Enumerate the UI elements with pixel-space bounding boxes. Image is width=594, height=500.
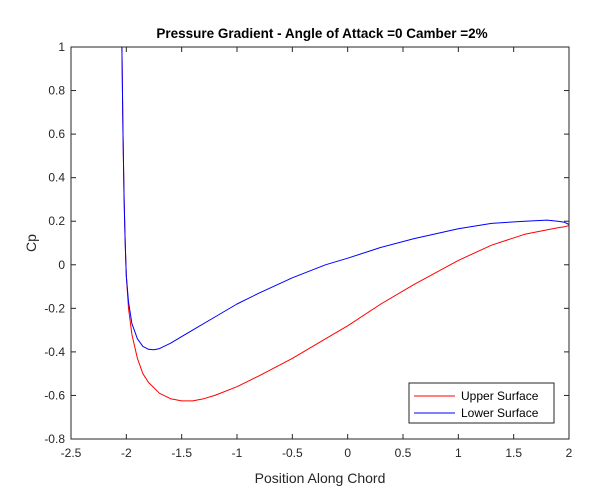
x-tick-label: 1.5: [505, 446, 522, 460]
x-tick-label: -1.5: [171, 446, 192, 460]
plot-area: [71, 47, 569, 439]
legend: Upper Surface Lower Surface: [409, 383, 554, 423]
y-tick-label: 0.6: [48, 127, 65, 141]
x-tick-label: 1: [455, 446, 462, 460]
y-axis-label: Cp: [23, 234, 39, 252]
x-tick-label: 0.5: [395, 446, 412, 460]
x-tick-label: -0.5: [282, 446, 303, 460]
x-tick-label: -1: [232, 446, 243, 460]
legend-label-upper: Upper Surface: [461, 389, 539, 403]
x-axis-label: Position Along Chord: [255, 470, 386, 486]
y-tick-label: 0.2: [48, 214, 65, 228]
y-tick-label: -0.4: [44, 345, 65, 359]
y-tick-label: 1: [58, 40, 65, 54]
y-tick-label: -0.2: [44, 301, 65, 315]
chart-title: Pressure Gradient - Angle of Attack =0 C…: [156, 26, 487, 41]
y-tick-label: 0.8: [48, 84, 65, 98]
y-tick-label: 0.4: [48, 171, 65, 185]
x-tick-label: -2: [121, 446, 132, 460]
y-tick-label: -0.8: [44, 432, 65, 446]
x-tick-label: 2: [566, 446, 573, 460]
legend-label-lower: Lower Surface: [461, 406, 539, 420]
x-tick-label: -2.5: [61, 446, 82, 460]
y-tick-label: -0.6: [44, 388, 65, 402]
x-tick-label: 0: [344, 446, 351, 460]
y-tick-label: 0: [58, 258, 65, 272]
